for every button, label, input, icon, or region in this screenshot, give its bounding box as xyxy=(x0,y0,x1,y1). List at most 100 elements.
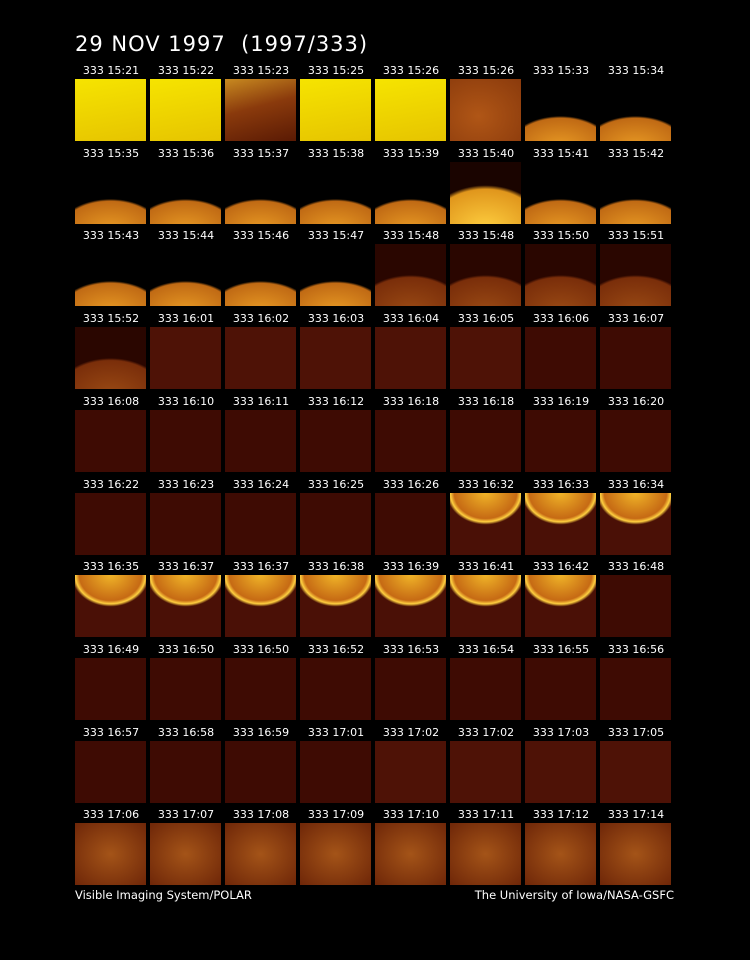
frame-label: 333 16:18 xyxy=(457,394,515,408)
frame-label: 333 15:35 xyxy=(82,146,140,160)
image-frame xyxy=(600,575,671,638)
frame-label: 333 17:01 xyxy=(307,725,365,739)
image-frame xyxy=(450,492,521,555)
frame-label: 333 15:26 xyxy=(457,64,515,77)
frame-label: 333 16:38 xyxy=(307,560,365,574)
frame-label: 333 16:01 xyxy=(157,312,215,326)
image-frame xyxy=(75,823,146,886)
image-frame xyxy=(150,409,221,472)
frame-label: 333 15:40 xyxy=(457,146,515,160)
frame-label: 333 15:47 xyxy=(307,229,365,243)
image-frame xyxy=(300,823,371,886)
frame-label: 333 15:33 xyxy=(532,64,590,77)
image-frame xyxy=(300,327,371,390)
frame-label: 333 15:43 xyxy=(82,229,140,243)
frame-label: 333 15:51 xyxy=(607,229,665,243)
image-frame xyxy=(75,409,146,472)
image-frame xyxy=(375,244,446,307)
image-frame xyxy=(300,492,371,555)
image-frame xyxy=(525,575,596,638)
image-frame xyxy=(75,657,146,720)
image-frame xyxy=(600,657,671,720)
image-frame xyxy=(150,244,221,307)
image-frame xyxy=(450,161,521,224)
image-frame xyxy=(450,79,521,141)
frame-label: 333 16:32 xyxy=(457,477,515,491)
frame-label: 333 16:58 xyxy=(157,725,215,739)
image-frame xyxy=(375,327,446,390)
image-frame xyxy=(450,740,521,803)
frame-label: 333 16:12 xyxy=(307,394,365,408)
frame-label: 333 16:52 xyxy=(307,642,365,656)
frame-label: 333 16:49 xyxy=(82,642,140,656)
frame-label: 333 17:08 xyxy=(232,808,290,822)
image-frame xyxy=(150,161,221,224)
frame-label: 333 16:37 xyxy=(157,560,215,574)
frame-label: 333 16:54 xyxy=(457,642,515,656)
image-frame xyxy=(75,327,146,390)
frame-label: 333 17:11 xyxy=(457,808,515,822)
frame-label: 333 17:07 xyxy=(157,808,215,822)
frame-label: 333 16:07 xyxy=(607,312,665,326)
frame-label: 333 15:22 xyxy=(157,64,215,77)
image-frame xyxy=(525,244,596,307)
image-frame xyxy=(300,161,371,224)
frame-label: 333 16:03 xyxy=(307,312,365,326)
image-frame xyxy=(525,657,596,720)
image-frame xyxy=(375,657,446,720)
frame-label: 333 17:10 xyxy=(382,808,440,822)
image-frame xyxy=(450,575,521,638)
frame-label: 333 16:39 xyxy=(382,560,440,574)
image-frame xyxy=(225,161,296,224)
image-frame xyxy=(375,492,446,555)
frame-label: 333 16:23 xyxy=(157,477,215,491)
frame-label: 333 17:02 xyxy=(457,725,515,739)
image-frame xyxy=(150,823,221,886)
image-frame xyxy=(375,740,446,803)
image-frame xyxy=(375,575,446,638)
frame-label: 333 16:02 xyxy=(232,312,290,326)
frame-label: 333 16:06 xyxy=(532,312,590,326)
image-frame xyxy=(150,575,221,638)
frame-label: 333 15:25 xyxy=(307,64,365,77)
image-frame xyxy=(300,79,371,141)
frame-label: 333 16:59 xyxy=(232,725,290,739)
image-frame xyxy=(600,327,671,390)
image-frame xyxy=(75,161,146,224)
footer-credit: The University of Iowa/NASA-GSFC xyxy=(474,888,674,902)
image-frame xyxy=(150,327,221,390)
frame-label: 333 17:06 xyxy=(82,808,140,822)
frame-label: 333 17:12 xyxy=(532,808,590,822)
frame-label: 333 16:56 xyxy=(607,642,665,656)
image-frame xyxy=(225,657,296,720)
image-frame xyxy=(150,79,221,141)
frame-label: 333 16:33 xyxy=(532,477,590,491)
frame-label: 333 15:52 xyxy=(82,312,140,326)
image-frame xyxy=(225,575,296,638)
image-frame xyxy=(225,327,296,390)
frame-label: 333 15:41 xyxy=(532,146,590,160)
frame-label: 333 16:08 xyxy=(82,394,140,408)
image-frame xyxy=(450,409,521,472)
frame-label: 333 16:34 xyxy=(607,477,665,491)
image-frame xyxy=(225,244,296,307)
image-frame xyxy=(75,575,146,638)
frame-label: 333 15:50 xyxy=(532,229,590,243)
frame-label: 333 15:38 xyxy=(307,146,365,160)
image-frame xyxy=(225,492,296,555)
frame-label: 333 16:25 xyxy=(307,477,365,491)
image-frame xyxy=(75,79,146,141)
image-frame xyxy=(150,657,221,720)
frame-label: 333 16:20 xyxy=(607,394,665,408)
frame-label: 333 16:19 xyxy=(532,394,590,408)
frame-label: 333 16:57 xyxy=(82,725,140,739)
frame-label: 333 16:53 xyxy=(382,642,440,656)
image-frame xyxy=(75,740,146,803)
image-frame xyxy=(300,244,371,307)
image-frame xyxy=(450,657,521,720)
image-frame xyxy=(375,823,446,886)
frame-label: 333 15:48 xyxy=(457,229,515,243)
frame-label: 333 16:37 xyxy=(232,560,290,574)
image-frame xyxy=(300,740,371,803)
frame-label: 333 16:48 xyxy=(607,560,665,574)
